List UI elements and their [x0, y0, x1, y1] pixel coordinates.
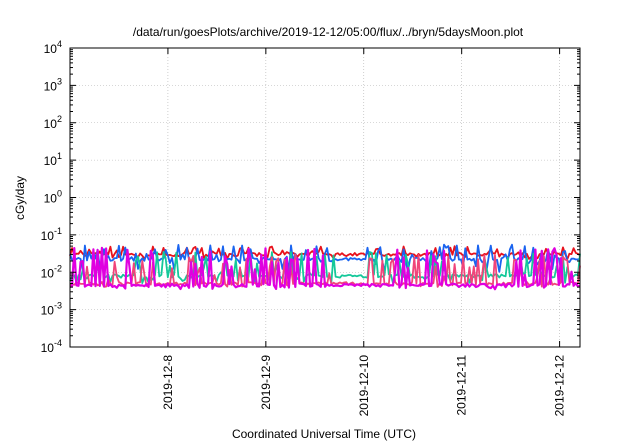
y-tick-label: 104: [44, 39, 62, 56]
series-line: [69, 246, 581, 291]
y-tick-label: 10-4: [41, 338, 62, 355]
x-tick-label: 2019-12-8: [161, 355, 175, 410]
y-tick-label: 101: [44, 151, 62, 168]
y-tick-label: 10-3: [41, 301, 62, 318]
y-tick-label: 10-2: [41, 263, 62, 280]
y-tick-label: 103: [44, 76, 62, 93]
x-tick-label: 2019-12-9: [259, 355, 273, 410]
y-tick-label: 102: [44, 114, 62, 131]
x-tick-label: 2019-12-10: [357, 355, 371, 417]
grid: [70, 48, 580, 347]
y-axis-label: cGy/day: [13, 176, 27, 220]
chart-title: /data/run/goesPlots/archive/2019-12-12/0…: [133, 25, 524, 39]
axes: 10-4 10-3 10-2 10-1 100 101 102 103 104 2019-12-8…: [41, 39, 580, 416]
y-tick-label: 100: [44, 189, 62, 206]
x-axis-label: Coordinated Universal Time (UTC): [232, 427, 416, 441]
y-tick-label: 10-1: [41, 226, 62, 243]
series-group: [69, 243, 581, 291]
x-tick-label: 2019-12-12: [553, 355, 567, 417]
x-tick-label: 2019-12-11: [455, 355, 469, 416]
